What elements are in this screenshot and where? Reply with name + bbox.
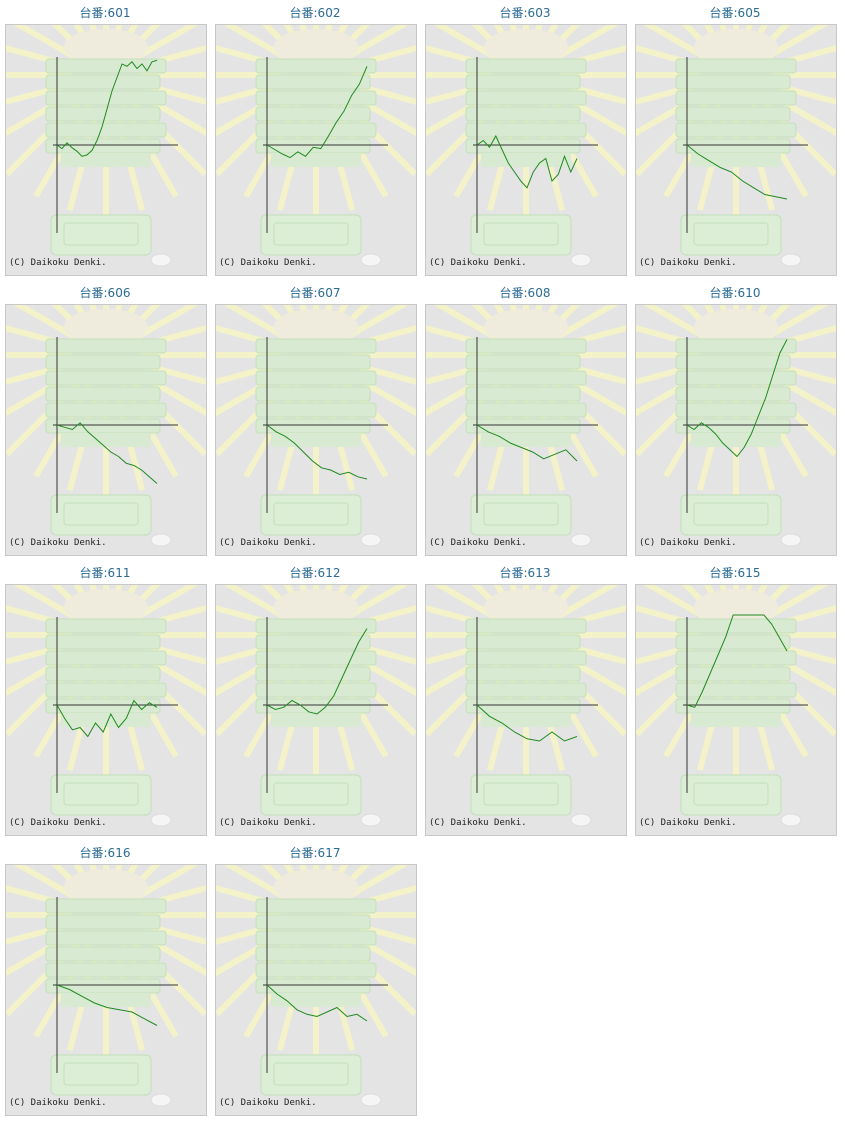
machine-number-label[interactable]: 台番:601 [79, 6, 131, 20]
copyright-text: (C) Daikoku Denki. [9, 818, 107, 828]
machine-illustration [216, 305, 416, 547]
machine-card[interactable]: 台番:605 (C) Daikoku Denki. [630, 0, 840, 280]
machine-number-label[interactable]: 台番:607 [289, 286, 341, 300]
slump-graph-svg [426, 585, 626, 827]
slump-line [56, 422, 158, 484]
machine-illustration [636, 585, 836, 827]
slump-graph: (C) Daikoku Denki. [425, 304, 627, 556]
machine-card[interactable]: 台番:613 (C) Daikoku Denki. [420, 560, 630, 840]
copyright-text: (C) Daikoku Denki. [219, 1098, 317, 1108]
slump-line [686, 339, 788, 458]
machine-number-label[interactable]: 台番:608 [499, 286, 551, 300]
copyright-text: (C) Daikoku Denki. [9, 1098, 107, 1108]
slump-graph-svg [636, 25, 836, 267]
copyright-text: (C) Daikoku Denki. [639, 538, 737, 548]
machine-card[interactable]: 台番:606 (C) Daikoku Denki. [0, 280, 210, 560]
machine-card[interactable]: 台番:608 (C) Daikoku Denki. [420, 280, 630, 560]
copyright-text: (C) Daikoku Denki. [429, 258, 527, 268]
copyright-text: (C) Daikoku Denki. [219, 818, 317, 828]
machine-card[interactable]: 台番:601 (C) Daikoku Denki. [0, 0, 210, 280]
copyright-text: (C) Daikoku Denki. [639, 258, 737, 268]
copyright-text: (C) Daikoku Denki. [219, 538, 317, 548]
machine-illustration [636, 25, 836, 267]
machine-illustration [636, 305, 836, 547]
slump-line [476, 134, 578, 189]
slump-graph-svg [6, 865, 206, 1107]
slump-line [686, 144, 788, 200]
machine-card[interactable]: 台番:603 (C) Daikoku Denki. [420, 0, 630, 280]
machine-card[interactable]: 台番:607 (C) Daikoku Denki. [210, 280, 420, 560]
slump-graph: (C) Daikoku Denki. [5, 584, 207, 836]
machine-illustration [426, 25, 626, 267]
machine-card[interactable]: 台番:611 (C) Daikoku Denki. [0, 560, 210, 840]
machine-card[interactable]: 台番:617 (C) Daikoku Denki. [210, 840, 420, 1120]
slump-line [56, 699, 158, 738]
slump-graph: (C) Daikoku Denki. [635, 304, 837, 556]
copyright-text: (C) Daikoku Denki. [429, 538, 527, 548]
machine-illustration [216, 585, 416, 827]
slump-graph-svg [636, 305, 836, 547]
machine-number-label[interactable]: 台番:611 [79, 566, 131, 580]
machine-number-label[interactable]: 台番:602 [289, 6, 341, 20]
slump-graph: (C) Daikoku Denki. [5, 304, 207, 556]
slump-graph-svg [426, 305, 626, 547]
machine-number-label[interactable]: 台番:612 [289, 566, 341, 580]
slump-graph-svg [6, 25, 206, 267]
machine-number-label[interactable]: 台番:606 [79, 286, 131, 300]
machine-number-label[interactable]: 台番:616 [79, 846, 131, 860]
slump-line [266, 424, 368, 480]
slump-graph-svg [636, 585, 836, 827]
machine-illustration [426, 585, 626, 827]
machine-card[interactable]: 台番:615 (C) Daikoku Denki. [630, 560, 840, 840]
slump-line [56, 984, 158, 1026]
copyright-text: (C) Daikoku Denki. [429, 818, 527, 828]
slump-graph: (C) Daikoku Denki. [425, 24, 627, 276]
slump-line [686, 614, 788, 708]
slump-line [476, 704, 578, 742]
slump-line [266, 628, 368, 715]
slump-graph: (C) Daikoku Denki. [215, 864, 417, 1116]
slump-graph-svg [216, 585, 416, 827]
machine-illustration [6, 865, 206, 1107]
machine-number-label[interactable]: 台番:603 [499, 6, 551, 20]
slump-graph: (C) Daikoku Denki. [215, 584, 417, 836]
slump-graph-svg [6, 585, 206, 827]
slump-graph: (C) Daikoku Denki. [635, 24, 837, 276]
copyright-text: (C) Daikoku Denki. [9, 258, 107, 268]
copyright-text: (C) Daikoku Denki. [9, 538, 107, 548]
slump-line [476, 424, 578, 462]
machine-illustration [6, 305, 206, 547]
machine-number-label[interactable]: 台番:617 [289, 846, 341, 860]
slump-graph: (C) Daikoku Denki. [635, 584, 837, 836]
slump-line [56, 59, 158, 157]
machine-number-label[interactable]: 台番:605 [709, 6, 761, 20]
slump-graph-svg [426, 25, 626, 267]
machine-illustration [426, 305, 626, 547]
copyright-text: (C) Daikoku Denki. [639, 818, 737, 828]
copyright-text: (C) Daikoku Denki. [219, 258, 317, 268]
machine-illustration [6, 25, 206, 267]
slump-graph: (C) Daikoku Denki. [5, 864, 207, 1116]
machine-card[interactable]: 台番:602 (C) Daikoku Denki. [210, 0, 420, 280]
machine-illustration [216, 25, 416, 267]
slump-graph-svg [216, 25, 416, 267]
machine-number-label[interactable]: 台番:615 [709, 566, 761, 580]
slump-graph-svg [6, 305, 206, 547]
machine-card[interactable]: 台番:616 (C) Daikoku Denki. [0, 840, 210, 1120]
slump-line [266, 984, 368, 1022]
slump-graph: (C) Daikoku Denki. [425, 584, 627, 836]
machine-number-label[interactable]: 台番:610 [709, 286, 761, 300]
machine-number-label[interactable]: 台番:613 [499, 566, 551, 580]
machine-card[interactable]: 台番:612 (C) Daikoku Denki. [210, 560, 420, 840]
machine-illustration [216, 865, 416, 1107]
machine-illustration [6, 585, 206, 827]
slump-graph-svg [216, 865, 416, 1107]
slump-graph-svg [216, 305, 416, 547]
slump-line [266, 66, 368, 159]
slump-graph: (C) Daikoku Denki. [215, 304, 417, 556]
machine-card[interactable]: 台番:610 (C) Daikoku Denki. [630, 280, 840, 560]
slump-graph: (C) Daikoku Denki. [215, 24, 417, 276]
slump-graph: (C) Daikoku Denki. [5, 24, 207, 276]
